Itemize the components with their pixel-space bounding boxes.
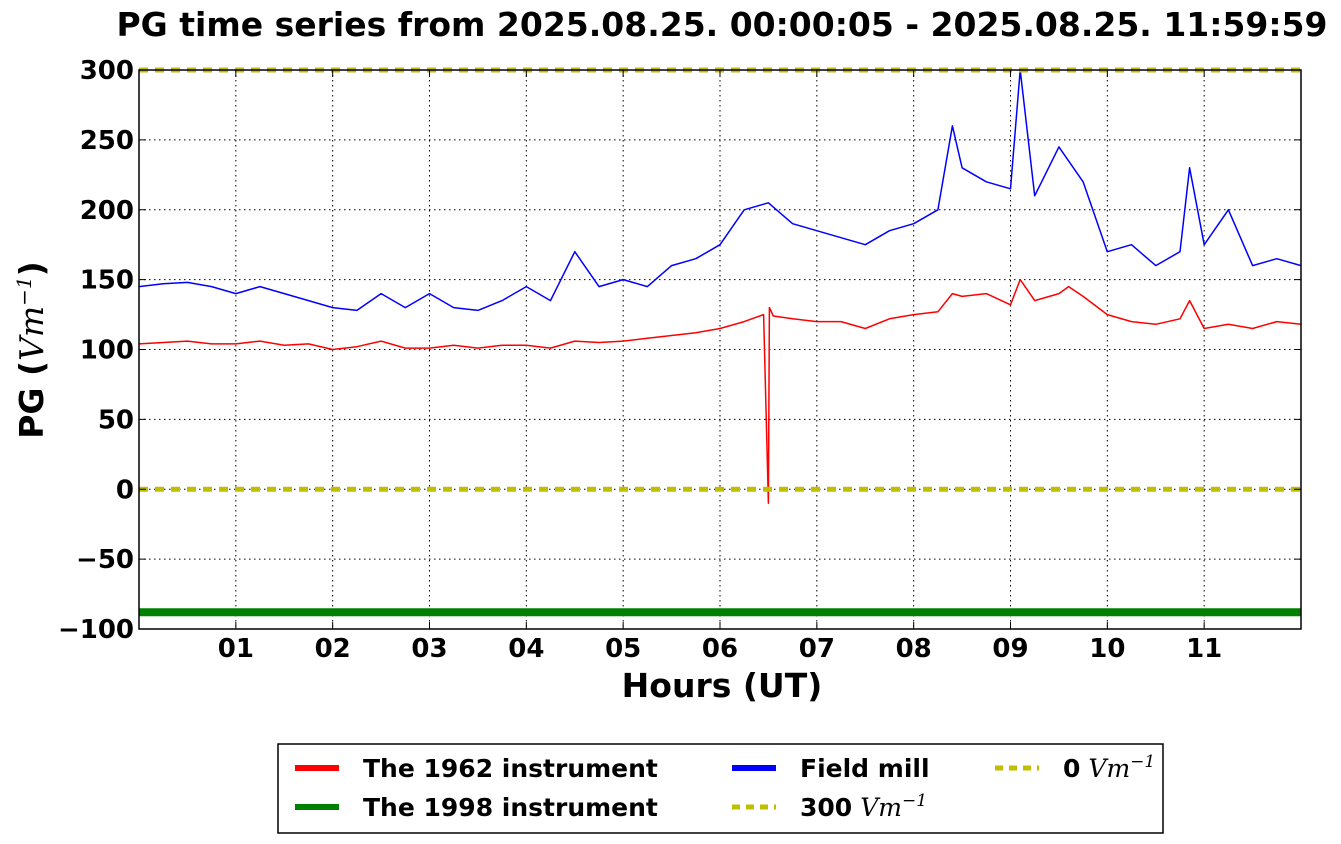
x-tick-label: 07 bbox=[799, 634, 835, 664]
y-tick-label: −100 bbox=[58, 615, 134, 645]
legend-label-value: 300 bbox=[800, 793, 852, 822]
x-tick-label: 09 bbox=[992, 634, 1028, 664]
legend-label: The 1962 instrument bbox=[363, 754, 658, 783]
series-line-0 bbox=[138, 278, 1302, 504]
y-axis-label-exponent: −1 bbox=[12, 276, 36, 305]
y-tick-label: 100 bbox=[80, 336, 134, 366]
x-tick-label: 08 bbox=[896, 634, 932, 664]
y-axis-label-unit: Vm bbox=[12, 306, 51, 361]
x-axis-ticks: 01 02 03 04 05 06 07 08 09 10 11 bbox=[218, 70, 1222, 664]
x-tick-label: 06 bbox=[702, 634, 738, 664]
y-tick-label: −50 bbox=[76, 545, 134, 575]
x-tick-label: 10 bbox=[1089, 634, 1125, 664]
y-axis-label-suffix: ) bbox=[12, 261, 51, 276]
chart-title: PG time series from 2025.08.25. 00:00:05… bbox=[117, 5, 1328, 44]
y-tick-label: 150 bbox=[80, 266, 134, 296]
legend-label: Field mill bbox=[800, 754, 930, 783]
x-tick-label: 02 bbox=[315, 634, 351, 664]
series-line-1 bbox=[138, 69, 1302, 312]
y-tick-label: 0 bbox=[116, 475, 134, 505]
x-tick-label: 05 bbox=[605, 634, 641, 664]
legend-label-exponent: −1 bbox=[1130, 752, 1155, 772]
x-axis-label: Hours (UT) bbox=[622, 666, 823, 705]
x-tick-label: 03 bbox=[411, 634, 447, 664]
y-axis-label-prefix: PG ( bbox=[12, 361, 51, 439]
legend-label-value: 0 bbox=[1063, 754, 1080, 783]
legend-label-unit: Vm bbox=[860, 793, 902, 822]
legend-label-exponent: −1 bbox=[902, 791, 927, 811]
y-tick-label: 300 bbox=[80, 56, 134, 86]
legend-label: 300 Vm−1 bbox=[800, 791, 927, 822]
y-tick-label: 50 bbox=[98, 405, 134, 435]
legend-box bbox=[277, 743, 1164, 834]
legend-label: 0 Vm−1 bbox=[1063, 752, 1155, 783]
x-tick-label: 04 bbox=[508, 634, 544, 664]
legend-label-text: The 1998 instrument bbox=[363, 793, 658, 822]
legend-label-unit: Vm bbox=[1088, 754, 1130, 783]
y-axis-label: PG (Vm−1) bbox=[12, 261, 51, 439]
grid bbox=[139, 69, 1301, 630]
x-tick-label: 01 bbox=[218, 634, 254, 664]
legend: The 1962 instrument The 1998 instrument Fi… bbox=[277, 743, 1164, 834]
y-axis-ticks: 300 250 200 150 100 50 0 −50 −100 bbox=[58, 56, 1301, 645]
legend-label-text: The 1962 instrument bbox=[363, 754, 658, 783]
legend-label: The 1998 instrument bbox=[363, 793, 658, 822]
x-tick-label: 11 bbox=[1186, 634, 1222, 664]
y-tick-label: 200 bbox=[80, 196, 134, 226]
y-tick-label: 250 bbox=[80, 126, 134, 156]
legend-label-text: Field mill bbox=[800, 754, 930, 783]
